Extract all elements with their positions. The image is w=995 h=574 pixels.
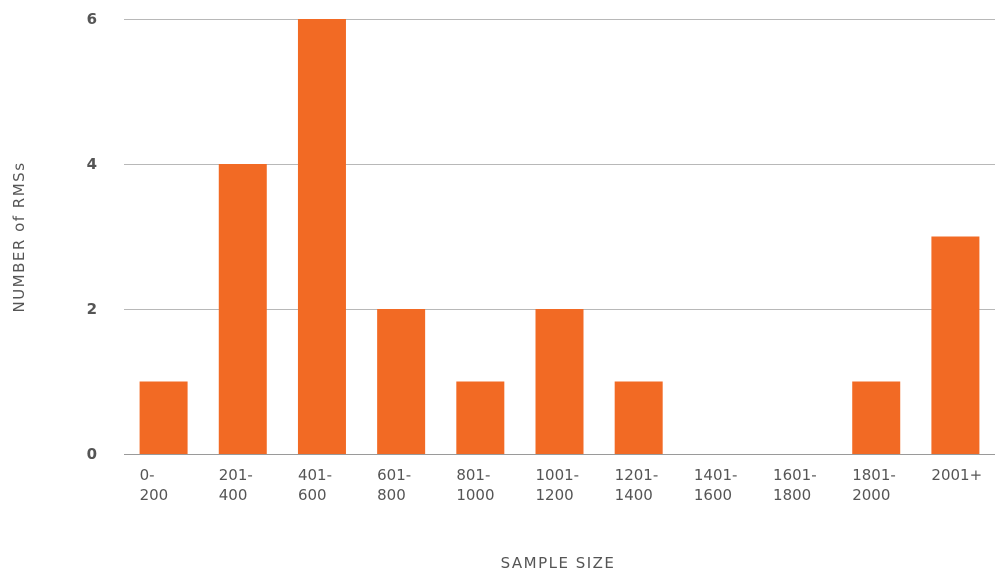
bar <box>614 381 663 454</box>
x-tick-label: 1201- 1400 <box>615 466 659 504</box>
x-axis-ticks: 0-200201-400401-600601-800801-10001001-1… <box>140 466 983 504</box>
x-tick-label: 1001- 1200 <box>536 466 580 504</box>
y-axis-ticks: 0 2 4 6 <box>87 10 97 463</box>
x-tick-label: 0-200 <box>140 466 169 504</box>
x-tick-label: 201- 400 <box>219 466 253 504</box>
bar <box>377 309 426 454</box>
y-tick-label: 2 <box>87 300 97 318</box>
x-tick-label-line: 1001- <box>536 466 580 484</box>
x-tick-label-line: 600 <box>298 486 327 504</box>
x-tick-label-line: 0- <box>140 466 155 484</box>
bar <box>456 381 505 454</box>
bar <box>218 164 267 454</box>
x-tick-label: 1801- 2000 <box>852 466 896 504</box>
y-tick-label: 6 <box>87 10 97 28</box>
y-tick-label: 4 <box>87 155 97 173</box>
x-tick-label-line: 1200 <box>536 486 574 504</box>
gridlines <box>124 19 995 455</box>
x-tick-label-line: 800 <box>377 486 406 504</box>
bar <box>931 236 980 454</box>
x-axis-title: SAMPLE SIZE <box>501 554 616 572</box>
x-tick-label: 801- 1000 <box>456 466 494 504</box>
x-tick-label: 401- 600 <box>298 466 332 504</box>
x-tick-label-line: 400 <box>219 486 248 504</box>
bar <box>139 381 188 454</box>
x-tick-label: 601- 800 <box>377 466 411 504</box>
x-tick-label-line: 1601- <box>773 466 817 484</box>
x-tick-label-line: 1801- <box>852 466 896 484</box>
x-tick-label-line: 1201- <box>615 466 659 484</box>
x-tick-label-line: 601- <box>377 466 411 484</box>
y-axis-title: NUMBER of RMSs <box>10 161 28 312</box>
bar <box>535 309 584 454</box>
x-tick-label: 2001+ <box>931 466 982 484</box>
x-tick-label-line: 1401- <box>694 466 738 484</box>
x-tick-label-line: 1800 <box>773 486 811 504</box>
x-tick-label-line: 1600 <box>694 486 732 504</box>
bar <box>852 381 901 454</box>
x-tick-label: 1601- 1800 <box>773 466 817 504</box>
x-tick-label-line: 1400 <box>615 486 653 504</box>
x-tick-label-line: 1000 <box>456 486 494 504</box>
x-tick-label: 1401- 1600 <box>694 466 738 504</box>
x-tick-label-line: 401- <box>298 466 332 484</box>
bars <box>139 19 980 454</box>
y-tick-label: 0 <box>87 445 97 463</box>
x-tick-label-line: 2000 <box>852 486 890 504</box>
x-tick-label-line: 801- <box>456 466 490 484</box>
x-tick-label-line: 201- <box>219 466 253 484</box>
x-tick-label-line: 2001+ <box>931 466 982 484</box>
bar <box>297 19 346 454</box>
x-tick-label-line: 200 <box>140 486 169 504</box>
